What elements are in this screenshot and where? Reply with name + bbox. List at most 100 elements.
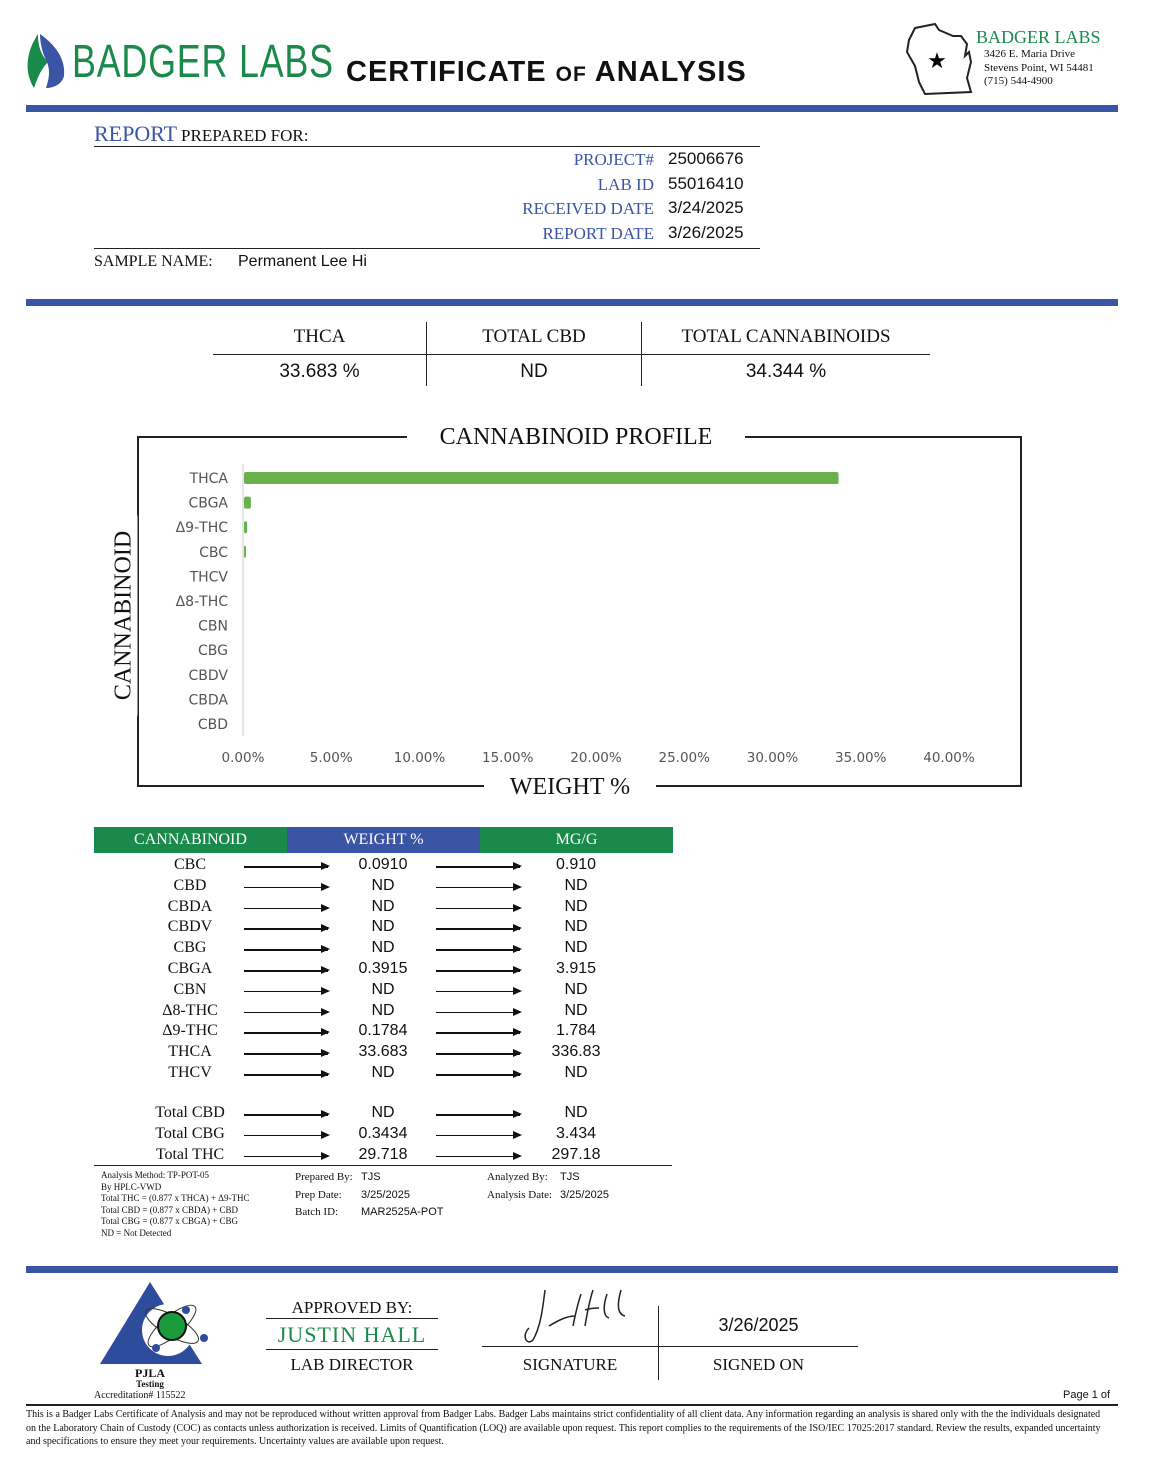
field-value: 55016410 <box>668 173 744 193</box>
method-note-line: Total CBG = (0.877 x CBGA) + CBG <box>101 1216 239 1226</box>
chart-xlabel: WEIGHT % <box>484 774 656 801</box>
svg-text:★: ★ <box>927 48 947 73</box>
table-row: Total THC 29.718 297.18 <box>94 1146 672 1167</box>
arrow-icon <box>244 1071 330 1077</box>
arrow-icon <box>244 883 330 890</box>
x-tick-label: 15.00% <box>482 750 534 766</box>
cannabinoid-name: Δ8-THC <box>162 1001 218 1019</box>
mg-value: 336.83 <box>551 1043 601 1061</box>
results-header: CANNABINOID WEIGHT % MG/G <box>94 827 673 853</box>
y-tick-label: CBD <box>198 717 228 733</box>
divider <box>26 105 1118 112</box>
document-title: CERTIFICATE OF ANALYSIS <box>346 56 747 88</box>
weight-value: ND <box>371 1104 395 1121</box>
leaf-logo-icon <box>27 34 65 88</box>
weight-value: ND <box>371 1001 395 1019</box>
summary-value: ND <box>520 361 548 382</box>
cannabinoid-name: THCA <box>168 1043 212 1061</box>
results-column-header: CANNABINOID <box>94 827 287 853</box>
y-tick-label: CBDA <box>189 692 229 708</box>
field-label: RECEIVED DATE <box>522 199 654 218</box>
cannabinoid-name: CBGA <box>167 960 213 977</box>
y-tick-label: CBGA <box>188 496 228 512</box>
summary-value: 33.683 % <box>279 361 360 382</box>
page-number: Page 1 of <box>1063 1389 1111 1401</box>
y-tick-label: CBG <box>198 643 228 659</box>
arrow-icon <box>244 1131 330 1138</box>
table-row: THCA 33.683 336.83 <box>94 1043 672 1064</box>
chart-title: CANNABINOID PROFILE <box>407 424 745 451</box>
accreditation: Accreditation# 115522 <box>94 1390 186 1401</box>
arrow-icon <box>244 904 330 911</box>
bar-CBC <box>244 545 246 558</box>
signed-on-label: SIGNED ON <box>712 1355 805 1374</box>
cannabinoid-name: CBDV <box>167 918 213 936</box>
cannabinoid-name: THCV <box>168 1064 212 1081</box>
cannabinoid-name: Total THC <box>155 1145 225 1163</box>
bar-Δ9-THC <box>244 521 248 534</box>
y-tick-label: THCA <box>189 471 229 487</box>
divider <box>26 299 1118 306</box>
arrow-icon <box>244 946 330 953</box>
pjla-testing: Testing <box>136 1379 164 1389</box>
y-tick-label: Δ8-THC <box>176 594 229 610</box>
arrow-icon <box>244 925 330 932</box>
lab-name: BADGER LABS <box>976 27 1101 47</box>
x-tick-label: 5.00% <box>310 750 353 766</box>
weight-value: ND <box>371 1064 395 1081</box>
arrow-icon <box>244 1008 330 1015</box>
y-tick-label: THCV <box>189 569 229 585</box>
method-note-line: Total CBD = (0.877 x CBDA) + CBD <box>101 1204 239 1215</box>
method-note-line: Total THC = (0.877 x THCA) + Δ9-THC <box>101 1193 250 1203</box>
mg-value: 297.18 <box>551 1145 601 1163</box>
weight-value: 0.3434 <box>358 1124 408 1142</box>
arrow-icon <box>244 987 330 994</box>
arrow-icon <box>244 863 330 869</box>
weight-value: ND <box>371 897 395 915</box>
x-tick-label: 30.00% <box>747 750 799 766</box>
weight-value: ND <box>371 939 395 957</box>
x-tick-label: 25.00% <box>659 750 711 766</box>
weight-value: ND <box>371 980 395 998</box>
table-row: Total CBD ND ND <box>94 1104 672 1125</box>
pjla-logo-icon <box>100 1282 208 1364</box>
table-row: Δ9-THC 0.1784 1.784 <box>94 1022 672 1043</box>
table-row: CBGA 0.3915 3.915 <box>94 960 672 981</box>
approver-role: LAB DIRECTOR <box>290 1355 414 1374</box>
weight-value: 0.1784 <box>358 1022 408 1040</box>
y-tick-label: CBN <box>198 619 228 635</box>
bar-CBGA <box>244 496 251 509</box>
field-label: LAB ID <box>597 174 654 194</box>
table-row: THCV ND ND <box>94 1064 672 1085</box>
arrow-icon <box>244 1050 330 1057</box>
table-row: CBN ND ND <box>94 981 672 1002</box>
table-row: CBDV ND ND <box>94 918 672 939</box>
y-tick-label: Δ9-THC <box>176 520 229 536</box>
sample-name-label: SAMPLE NAME: <box>94 253 213 270</box>
arrow-icon <box>436 1111 522 1117</box>
mg-value: ND <box>564 939 588 957</box>
cannabinoid-name: Total CBD <box>155 1104 225 1121</box>
field-label: REPORT DATE <box>542 223 654 243</box>
mg-value: 3.434 <box>555 1124 597 1142</box>
table-row: CBD ND ND <box>94 877 672 898</box>
arrow-icon <box>244 967 330 973</box>
weight-value: 0.0910 <box>358 856 408 873</box>
cannabinoid-name: CBC <box>173 856 206 873</box>
divider <box>26 1266 1118 1273</box>
arrow-icon <box>436 1071 522 1077</box>
y-tick-label: CBC <box>199 545 228 561</box>
arrow-icon <box>244 1029 330 1036</box>
analysis-info: Analyzed By: TJS Analysis Date: 3/25/2025 <box>487 1171 609 1201</box>
mg-value: 1.784 <box>555 1022 597 1040</box>
table-row: Total CBG 0.3434 3.434 <box>94 1125 672 1146</box>
approver-name: JUSTIN HALL <box>277 1322 427 1347</box>
cannabinoid-name: Total CBG <box>155 1124 225 1142</box>
mg-value: 3.915 <box>555 960 597 977</box>
disclaimer: This is a Badger Labs Certificate of Ana… <box>26 1409 1101 1447</box>
method-note-line: ND = Not Detected <box>101 1227 172 1238</box>
cannabinoid-name: CBG <box>173 939 207 957</box>
signed-date: 3/26/2025 <box>718 1315 799 1335</box>
table-row: Δ8-THC ND ND <box>94 1002 672 1023</box>
logo-text: BADGER LABS <box>72 35 334 87</box>
